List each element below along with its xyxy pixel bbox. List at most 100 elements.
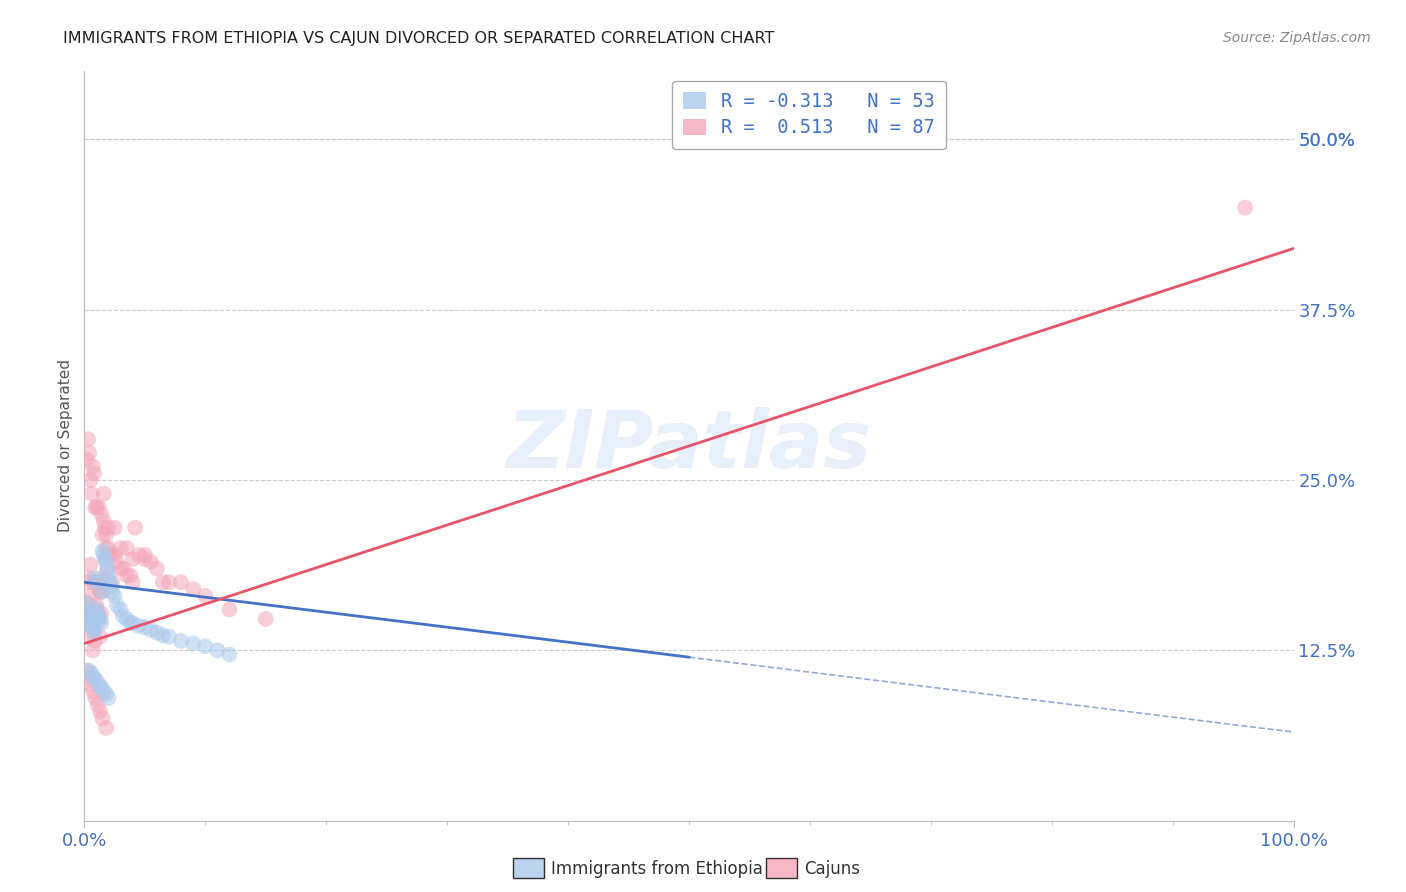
Point <box>82 684 104 698</box>
Point <box>93 514 115 528</box>
Point <box>77 671 100 685</box>
Y-axis label: Divorced or Separated: Divorced or Separated <box>58 359 73 533</box>
Point <box>134 620 156 634</box>
Point <box>146 625 169 640</box>
Point <box>93 548 115 562</box>
Point <box>86 575 108 590</box>
Point <box>77 630 100 644</box>
Point <box>112 561 135 575</box>
Point <box>104 589 127 603</box>
Point <box>89 705 111 719</box>
Point <box>120 616 142 631</box>
Point <box>89 584 111 599</box>
Point <box>120 568 142 582</box>
Point <box>90 680 112 694</box>
Point <box>170 633 193 648</box>
Point <box>86 616 108 631</box>
Point <box>77 612 100 626</box>
Point <box>87 582 110 596</box>
Text: Source: ZipAtlas.com: Source: ZipAtlas.com <box>1223 31 1371 45</box>
Point <box>105 555 128 569</box>
Point <box>134 552 156 566</box>
Point <box>100 579 122 593</box>
Point <box>139 555 162 569</box>
Point <box>80 589 103 603</box>
Point <box>89 630 111 644</box>
Point <box>91 544 114 558</box>
Point <box>194 640 217 654</box>
Point <box>82 459 104 474</box>
Point <box>86 575 108 590</box>
Point <box>90 507 112 521</box>
Point <box>94 552 117 566</box>
Point <box>94 541 117 556</box>
Point <box>93 575 115 590</box>
Point <box>1234 201 1257 215</box>
Point <box>207 643 229 657</box>
Point <box>86 605 108 619</box>
Point <box>83 602 105 616</box>
Point <box>76 596 98 610</box>
Point <box>77 575 100 590</box>
Point <box>79 616 101 631</box>
Point <box>86 698 108 712</box>
Point <box>77 571 100 585</box>
Text: IMMIGRANTS FROM ETHIOPIA VS CAJUN DIVORCED OR SEPARATED CORRELATION CHART: IMMIGRANTS FROM ETHIOPIA VS CAJUN DIVORC… <box>63 31 775 46</box>
Point <box>89 612 111 626</box>
Point <box>80 666 103 681</box>
Point <box>96 561 118 575</box>
Point <box>91 584 114 599</box>
Legend: R = -0.313   N = 53, R =  0.513   N = 87: R = -0.313 N = 53, R = 0.513 N = 87 <box>672 81 946 149</box>
Point <box>83 575 105 590</box>
Point <box>82 620 104 634</box>
Point <box>90 616 112 631</box>
Point <box>82 607 104 621</box>
Point <box>93 486 115 500</box>
Point <box>77 664 100 678</box>
Point <box>94 555 117 569</box>
Point <box>79 558 101 572</box>
Point <box>86 602 108 616</box>
Point <box>91 571 114 585</box>
Point <box>76 664 98 678</box>
Point <box>97 541 120 556</box>
Point <box>115 541 138 556</box>
Point <box>84 500 107 515</box>
Point <box>86 500 108 515</box>
Point <box>110 561 132 575</box>
Point <box>181 582 204 596</box>
Point <box>194 589 217 603</box>
Point <box>128 548 150 562</box>
Point <box>83 671 105 685</box>
Point <box>75 602 97 616</box>
Point <box>146 561 169 575</box>
Point <box>98 575 121 590</box>
Point <box>82 643 104 657</box>
Point <box>83 623 105 637</box>
Point <box>79 473 101 487</box>
Point <box>112 609 135 624</box>
Point <box>181 636 204 650</box>
Point <box>152 575 174 590</box>
Point <box>94 721 117 735</box>
Point <box>134 548 156 562</box>
Point <box>97 521 120 535</box>
Point <box>87 500 110 515</box>
Point <box>218 602 240 616</box>
Point <box>77 446 100 460</box>
Point <box>170 575 193 590</box>
Point <box>254 612 277 626</box>
Point <box>101 584 124 599</box>
Point <box>83 467 105 481</box>
Point <box>157 575 180 590</box>
Point <box>80 486 103 500</box>
Point <box>97 568 120 582</box>
Point <box>121 552 143 566</box>
Point <box>76 596 98 610</box>
Text: Immigrants from Ethiopia: Immigrants from Ethiopia <box>551 860 763 878</box>
Point <box>110 541 132 556</box>
Point <box>83 625 105 640</box>
Point <box>87 677 110 691</box>
Point <box>124 521 146 535</box>
Point <box>90 584 112 599</box>
